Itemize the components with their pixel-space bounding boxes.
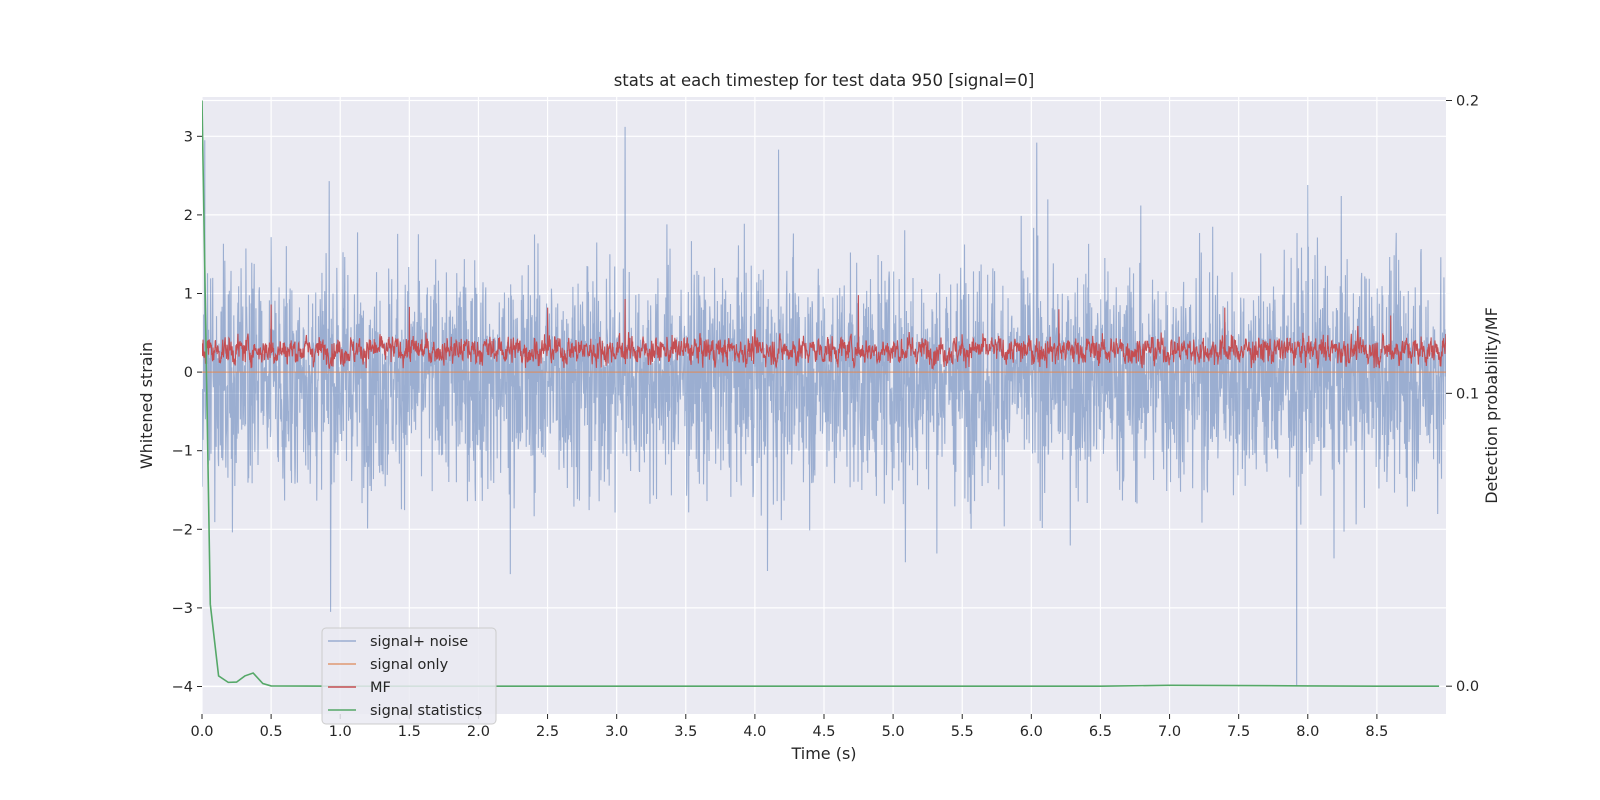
x-tick-label: 5.0 xyxy=(882,724,905,740)
y-tick-label: 0 xyxy=(184,365,193,381)
x-tick-label: 2.5 xyxy=(536,724,559,740)
legend-label: MF xyxy=(370,680,391,696)
legend-box xyxy=(321,627,497,725)
x-axis-title: Time (s) xyxy=(790,744,856,763)
x-tick-label: 3.0 xyxy=(605,724,628,740)
legend: signal+ noise signal only MF signal statist… xyxy=(321,627,497,725)
legend-label: signal+ noise xyxy=(370,634,468,650)
x-tick-label: 6.5 xyxy=(1089,724,1112,740)
y-tick-label: 2 xyxy=(184,208,193,224)
x-tick-label: 7.0 xyxy=(1158,724,1181,740)
x-tick-label: 8.5 xyxy=(1365,724,1388,740)
y-tick-label: −3 xyxy=(172,601,193,617)
legend-label: signal statistics xyxy=(370,703,482,719)
x-tick-label: 0.5 xyxy=(260,724,283,740)
y-tick-label: −1 xyxy=(172,444,193,460)
y-axis-title: Whitened strain xyxy=(137,342,156,469)
y2-axis-title: Detection probability/MF xyxy=(1482,307,1501,504)
x-tick-label: 2.0 xyxy=(467,724,490,740)
x-tick-label: 7.5 xyxy=(1227,724,1250,740)
y-tick-label: 3 xyxy=(184,129,193,145)
x-tick-label: 3.5 xyxy=(674,724,697,740)
y2-tick-label: 0.1 xyxy=(1456,386,1479,402)
y-tick-label: −2 xyxy=(172,522,193,538)
x-tick-label: 5.5 xyxy=(951,724,974,740)
chart-title: stats at each timestep for test data 950… xyxy=(614,71,1035,90)
x-tick-label: 4.5 xyxy=(812,724,835,740)
x-tick-label: 0.0 xyxy=(190,724,213,740)
x-tick-label: 4.0 xyxy=(743,724,766,740)
ticks: 0.0 0.5 1.0 1.5 2.0 2.5 3.0 3.5 4.0 4.5 5.0 5.5 6.0 6… xyxy=(172,94,1479,740)
x-tick-label: 6.0 xyxy=(1020,724,1043,740)
x-tick-label: 1.0 xyxy=(329,724,352,740)
y-tick-label: 1 xyxy=(184,286,193,302)
series-signal-noise xyxy=(202,126,1446,687)
y2-tick-label: 0.2 xyxy=(1456,94,1479,110)
x-tick-label: 8.0 xyxy=(1296,724,1319,740)
y2-tick-label: 0.0 xyxy=(1456,679,1479,695)
series-mf xyxy=(202,295,1446,371)
legend-label: signal only xyxy=(370,657,449,673)
y-tick-label: −4 xyxy=(172,679,193,695)
x-tick-label: 1.5 xyxy=(398,724,421,740)
